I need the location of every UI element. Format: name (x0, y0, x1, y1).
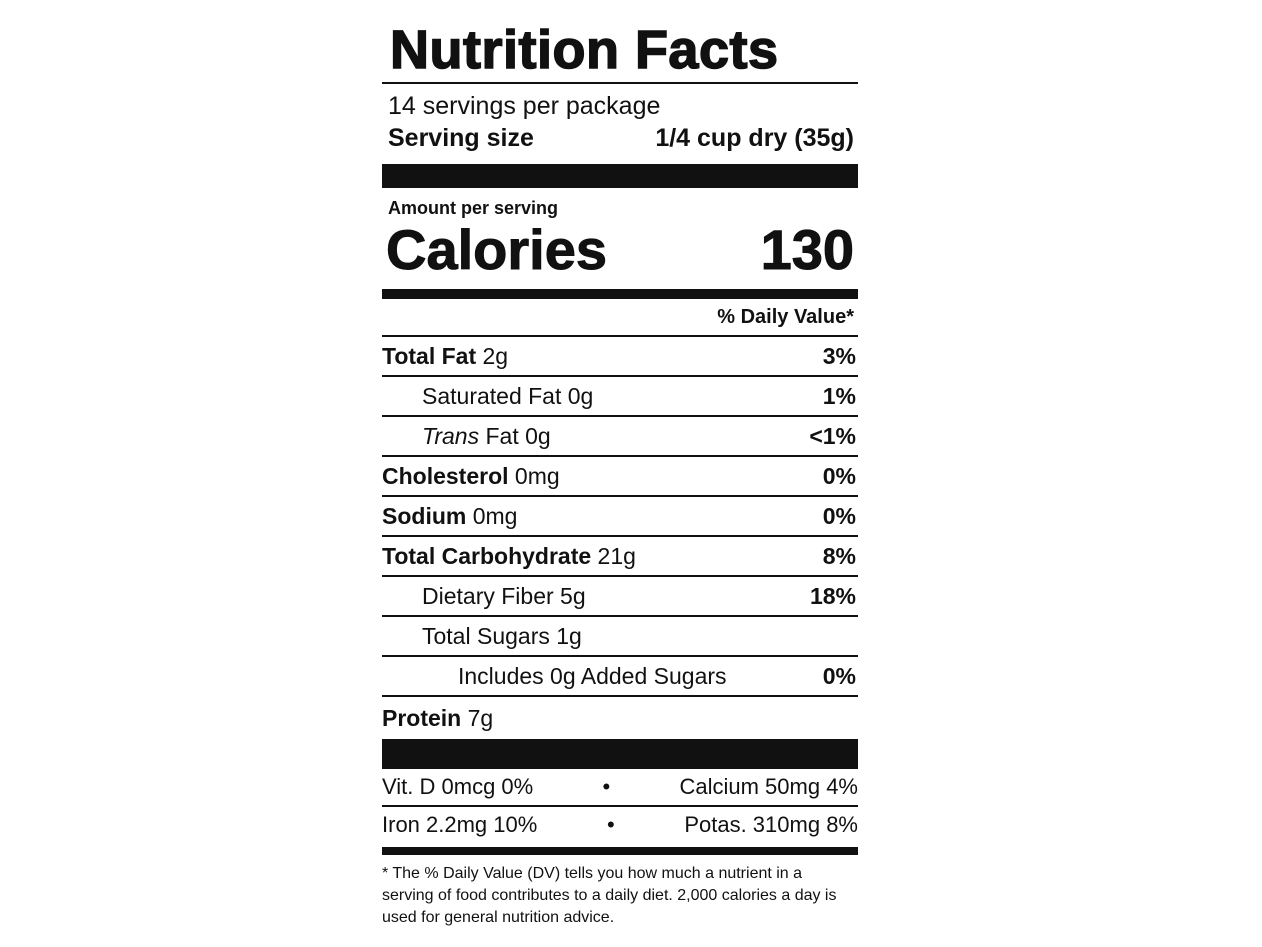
nutrient-name: Protein 7g (382, 705, 493, 732)
nutrient-row: Trans Fat 0g <1% (382, 417, 858, 457)
vitamin-rows: Vit. D 0mcg 0% • Calcium 50mg 4% Iron 2.2mg… (382, 769, 858, 843)
bullet: • (602, 774, 611, 799)
nutrient-label: Sodium (382, 502, 467, 529)
daily-value: 3% (822, 342, 856, 369)
nutrient-label: Protein (382, 704, 462, 731)
nutrient-label: Total Fat (382, 342, 477, 369)
thick-rule (382, 164, 858, 188)
vitamin-row: Iron 2.2mg 10% • Potas. 310mg 8% (382, 807, 858, 843)
daily-value: <1% (809, 422, 856, 449)
calories-value: 130 (760, 218, 854, 281)
nutrient-label: Total Sugars 1g (422, 622, 582, 649)
daily-value-header: % Daily Value* (382, 299, 858, 337)
vitamin: Vit. D 0mcg 0% (382, 774, 534, 799)
nutrient-name: Cholesterol 0mg (382, 463, 560, 490)
daily-value: 1% (822, 382, 856, 409)
daily-value: 0% (822, 502, 856, 529)
nutrient-name: Trans Fat 0g (382, 423, 551, 450)
nutrient-amount: 2g (482, 342, 509, 369)
daily-value: 0% (822, 662, 856, 689)
serving-size-label: Serving size (388, 124, 534, 152)
nutrient-name: Includes 0g Added Sugars (382, 663, 727, 690)
nutrient-row: Total Fat 2g 3% (382, 337, 858, 377)
vitamin-row: Vit. D 0mcg 0% • Calcium 50mg 4% (382, 769, 858, 807)
vitamin: Iron 2.2mg 10% (382, 812, 538, 837)
nutrient-label: Dietary Fiber 5g (422, 582, 586, 609)
nutrient-name: Total Carbohydrate 21g (382, 543, 636, 570)
nutrient-label: Fat 0g (485, 422, 551, 449)
servings: 14 servings per package (388, 92, 661, 120)
nutrient-label: Saturated Fat 0g (422, 382, 594, 409)
calories-label: Calories (386, 218, 608, 281)
nutrient-name: Total Fat 2g (382, 343, 508, 370)
nutrient-name: Dietary Fiber 5g (382, 583, 586, 610)
nutrient-row: Saturated Fat 0g 1% (382, 377, 858, 417)
vitamin: Calcium 50mg 4% (679, 774, 858, 799)
medium-rule (382, 847, 858, 855)
nutrient-row: Sodium 0mg 0% (382, 497, 858, 537)
nutrient-prefix: Trans (422, 422, 480, 449)
nutrient-row: Total Carbohydrate 21g 8% (382, 537, 858, 577)
daily-value: 0% (822, 462, 856, 489)
vitamin: Potas. 310mg 8% (684, 812, 858, 837)
nutrient-amount: 7g (467, 704, 494, 731)
nutrient-name: Total Sugars 1g (382, 623, 582, 650)
title: Nutrition Facts (382, 18, 858, 84)
thick-rule (382, 739, 858, 769)
nutrient-label: Cholesterol (382, 462, 509, 489)
nutrient-label: Includes 0g Added Sugars (458, 662, 727, 689)
daily-value: 8% (822, 542, 856, 569)
amount-per-serving: Amount per serving (388, 198, 559, 218)
nutrient-rows: Total Fat 2g 3% Saturated Fat 0g 1% Trans Fa… (382, 337, 858, 739)
nutrient-row: Cholesterol 0mg 0% (382, 457, 858, 497)
nutrition-label: Nutrition Facts 14 servings per package … (382, 18, 858, 929)
nutrient-name: Sodium 0mg (382, 503, 517, 530)
nutrient-row: Dietary Fiber 5g 18% (382, 577, 858, 617)
medium-rule (382, 289, 858, 299)
nutrient-amount: 21g (597, 542, 636, 569)
nutrient-label: Total Carbohydrate (382, 542, 592, 569)
footnote: * The % Daily Value (DV) tells you how m… (382, 865, 837, 926)
nutrient-row: Total Sugars 1g (382, 617, 858, 657)
nutrient-row: Includes 0g Added Sugars 0% (382, 657, 858, 697)
nutrient-amount: 0mg (472, 502, 518, 529)
daily-value: 18% (809, 582, 856, 609)
serving-size-value: 1/4 cup dry (35g) (655, 124, 854, 152)
nutrient-amount: 0mg (514, 462, 560, 489)
bullet: • (606, 812, 615, 837)
nutrient-name: Saturated Fat 0g (382, 383, 593, 410)
calories: Calories 130 (382, 218, 858, 281)
serving-size: Serving size 1/4 cup dry (35g) (382, 122, 858, 154)
nutrient-row: Protein 7g (382, 697, 858, 739)
